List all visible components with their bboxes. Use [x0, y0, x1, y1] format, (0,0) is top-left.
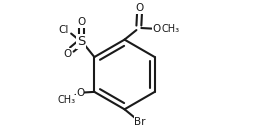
Text: O: O	[152, 24, 160, 34]
Text: O: O	[77, 17, 86, 27]
Text: O: O	[63, 49, 71, 59]
Text: Cl: Cl	[58, 25, 69, 35]
Text: O: O	[135, 3, 144, 14]
Text: CH₃: CH₃	[57, 95, 75, 105]
Text: Br: Br	[134, 117, 146, 127]
Text: CH₃: CH₃	[162, 24, 180, 34]
Text: O: O	[76, 88, 84, 98]
Text: S: S	[77, 35, 86, 48]
